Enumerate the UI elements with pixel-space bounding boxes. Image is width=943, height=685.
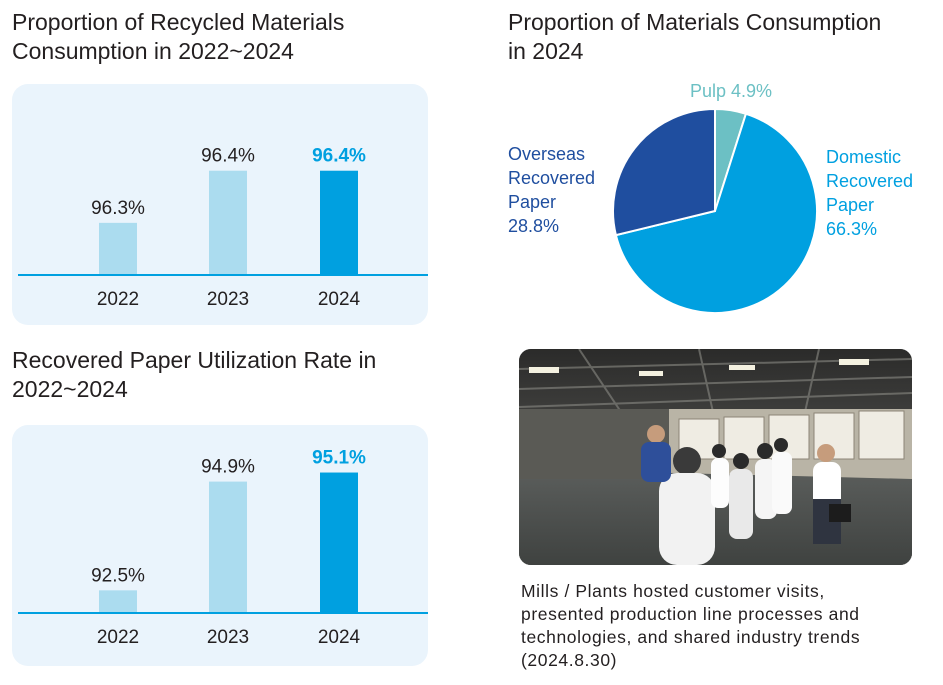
utilization-x-tick-2024: 2024 bbox=[318, 627, 361, 648]
pie-label-overseas-recovered-paper: Overseas Recovered Paper 28.8% bbox=[508, 144, 595, 236]
recycled-bar-2024 bbox=[320, 170, 358, 275]
utilization-bar-2023 bbox=[209, 481, 247, 613]
recycled-x-tick-2022: 2022 bbox=[97, 289, 139, 310]
photo-caption: Mills / Plants hosted customer visits, p… bbox=[521, 581, 861, 670]
utilization-rate-bar-chart: 92.5% 2022 94.9% 2023 95.1% 2024 bbox=[18, 448, 428, 648]
recycled-x-tick-2023: 2023 bbox=[207, 289, 249, 310]
materials-consumption-pie-chart: Pulp 4.9% Domestic Recovered Paper 66.3% Over… bbox=[508, 81, 913, 314]
plant-visit-photo bbox=[519, 349, 912, 565]
recycled-bar-2023 bbox=[209, 170, 247, 275]
recycled-bar-2022 bbox=[99, 222, 137, 275]
recycled-x-tick-2024: 2024 bbox=[318, 289, 361, 310]
recycled-materials-chart-panel: 96.3% 2022 96.4% 2023 96.4% 2024 bbox=[12, 84, 428, 325]
utilization-rate-chart-title: Recovered Paper Utilization Rate in 2022… bbox=[12, 347, 377, 402]
pie-slice-domestic-recovered-paper bbox=[614, 112, 818, 314]
utilization-bar-2022 bbox=[99, 590, 137, 613]
pie-label-pulp: Pulp 4.9% bbox=[690, 81, 772, 101]
utilization-x-tick-2023: 2023 bbox=[207, 627, 249, 648]
recycled-value-label-2023: 96.4% bbox=[201, 146, 255, 167]
recycled-value-label-2024: 96.4% bbox=[312, 146, 366, 167]
plant-visit-photo-illustration bbox=[519, 349, 912, 565]
utilization-x-tick-2022: 2022 bbox=[97, 627, 139, 648]
recycled-materials-bar-chart: 96.3% 2022 96.4% 2023 96.4% 2024 bbox=[18, 146, 428, 310]
utilization-rate-chart-panel: 92.5% 2022 94.9% 2023 95.1% 2024 bbox=[12, 425, 428, 666]
recycled-value-label-2022: 96.3% bbox=[91, 198, 145, 219]
pie-slice-overseas-recovered-paper bbox=[612, 107, 716, 237]
materials-consumption-chart-title: Proportion of Materials Consumption in 2… bbox=[508, 9, 882, 64]
utilization-value-label-2022: 92.5% bbox=[91, 565, 145, 586]
utilization-value-label-2023: 94.9% bbox=[201, 457, 255, 478]
pie-label-domestic-recovered-paper: Domestic Recovered Paper 66.3% bbox=[826, 147, 913, 239]
utilization-bar-2024 bbox=[320, 472, 358, 613]
utilization-value-label-2024: 95.1% bbox=[312, 448, 366, 469]
recycled-materials-chart-title: Proportion of Recycled Materials Consump… bbox=[12, 9, 345, 64]
